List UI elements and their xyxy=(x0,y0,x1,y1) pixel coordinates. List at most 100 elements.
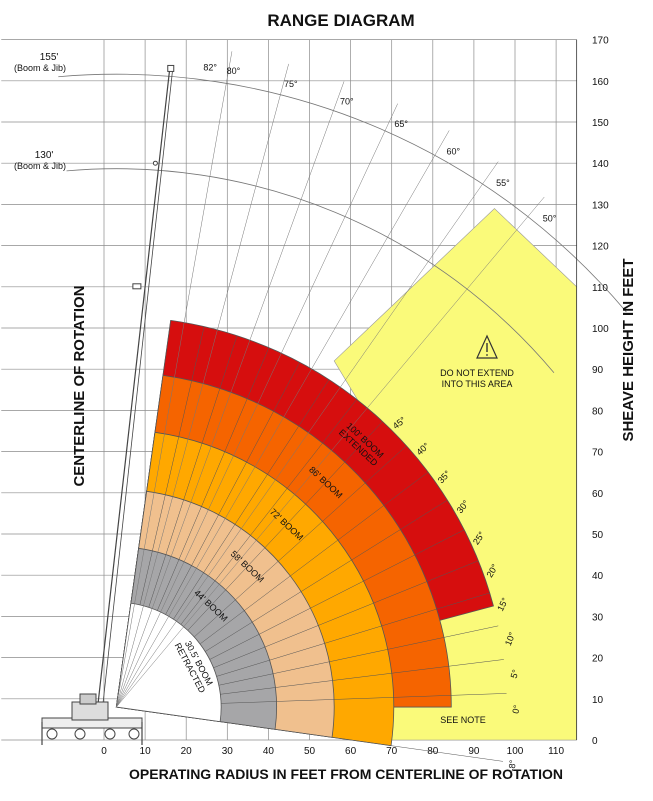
angle-ray xyxy=(205,499,448,652)
x-tick-label: 40 xyxy=(263,746,275,757)
jib-arc-155 xyxy=(58,73,627,313)
jib-label-130: 130' (Boom & Jib) xyxy=(14,150,66,171)
cab xyxy=(79,693,97,705)
y-axis-title: SHEAVE HEIGHT IN FEET xyxy=(620,258,637,441)
wheel xyxy=(128,728,140,740)
outer-angle-ray xyxy=(116,161,499,708)
y-tick-label: 110 xyxy=(592,283,608,294)
angle-rays xyxy=(130,320,507,762)
x-tick-label: 60 xyxy=(345,746,357,757)
inner-angle-label: -8° xyxy=(507,759,518,772)
y-tick-label: 30 xyxy=(592,612,604,623)
wheel xyxy=(104,728,116,740)
outer-angle-label: 70° xyxy=(340,97,354,107)
outer-angle-label: 60° xyxy=(447,146,461,156)
angle-ray xyxy=(165,362,300,615)
jib-130-length: 130' xyxy=(35,150,54,161)
y-tick-label: 150 xyxy=(592,118,609,129)
x-tick-label: 80 xyxy=(427,746,439,757)
outer-angle-label: 50° xyxy=(543,214,557,224)
angle-ray xyxy=(220,659,504,695)
wheel xyxy=(74,728,86,740)
outer-angle-ray xyxy=(116,51,233,708)
y-tick-label: 90 xyxy=(592,365,604,376)
angle-ray xyxy=(194,445,407,638)
x-tick-label: 10 xyxy=(140,746,152,757)
axes: 0 10 20 30 40 50 60 70 80 90 100 110 0 10 20 30 40 50 60 70… xyxy=(101,36,609,757)
crane-carrier-icon xyxy=(41,693,143,745)
x-axis-title: OPERATING RADIUS IN FEET FROM CENTERLINE… xyxy=(129,766,563,782)
x-tick-label: 30 xyxy=(222,746,234,757)
warning-triangle-icon xyxy=(476,334,498,359)
y-tick-label: 60 xyxy=(592,489,604,500)
x-tick-label: 90 xyxy=(468,746,480,757)
warning-notice: DO NOT EXTEND INTO THIS AREA xyxy=(440,334,514,389)
inner-angle-label: 5° xyxy=(509,668,521,680)
angle-ray xyxy=(209,529,465,660)
y-tick-label: 120 xyxy=(592,242,609,253)
outer-angle-label: 55° xyxy=(496,178,510,188)
angle-ray xyxy=(199,471,429,645)
jib-arcs xyxy=(58,51,627,708)
outer-angle-ray xyxy=(116,103,398,708)
boom-head xyxy=(132,283,142,290)
jib-155-note: (Boom & Jib) xyxy=(14,63,66,73)
y-tick-label: 130 xyxy=(592,200,609,211)
x-tick-label: 50 xyxy=(304,746,316,757)
jib-label-155: 155' (Boom & Jib) xyxy=(14,52,66,73)
jib-130-note: (Boom & Jib) xyxy=(14,161,66,171)
outer-angle-ray xyxy=(116,196,545,708)
outer-angle-label: 75° xyxy=(284,79,298,89)
angle-ray xyxy=(220,721,504,762)
angle-ray xyxy=(221,693,507,704)
outer-angle-ray xyxy=(116,81,345,708)
warning-line-2: INTO THIS AREA xyxy=(442,379,513,389)
warning-line-1: DO NOT EXTEND xyxy=(440,368,514,378)
angle-ray xyxy=(157,347,270,611)
boom-line-inner xyxy=(100,68,174,724)
jib-joint xyxy=(152,160,158,166)
boom-line xyxy=(95,68,171,724)
angle-ray xyxy=(148,335,238,608)
y-tick-label: 160 xyxy=(592,77,609,88)
angle-ray xyxy=(173,379,330,620)
x-tick-label: 0 xyxy=(101,746,107,757)
angle-ray xyxy=(216,592,490,677)
inner-angle-label: 10° xyxy=(503,630,518,647)
angle-ray xyxy=(213,560,479,669)
y-tick-label: 10 xyxy=(592,695,604,706)
y-tick-label: 40 xyxy=(592,571,604,582)
outer-angle-label: 80° xyxy=(227,66,241,76)
jib-tip xyxy=(167,64,175,72)
inner-angle-label: 0° xyxy=(510,704,522,715)
jib-arc-130 xyxy=(66,168,555,374)
outer-angle-ray xyxy=(116,130,450,708)
y-tick-label: 140 xyxy=(592,159,609,170)
y-tick-label: 100 xyxy=(592,324,609,335)
x-tick-label: 70 xyxy=(386,746,398,757)
angle-ray xyxy=(187,421,383,631)
y-tick-label: 70 xyxy=(592,448,604,459)
angle-ray xyxy=(139,326,205,605)
wheel xyxy=(46,728,58,740)
y-tick-label: 20 xyxy=(592,654,604,665)
y-tick-label: 0 xyxy=(592,736,598,747)
x-tick-label: 20 xyxy=(181,746,193,757)
outer-angle-ray xyxy=(116,63,289,708)
turntable xyxy=(71,701,109,721)
y-tick-label: 170 xyxy=(592,36,609,47)
outer-angle-label: 65° xyxy=(394,119,408,129)
crane-boom xyxy=(95,64,175,724)
x-tick-label: 110 xyxy=(548,746,564,757)
angle-ray xyxy=(180,399,357,625)
y-tick-label: 80 xyxy=(592,406,604,417)
x-tick-label: 100 xyxy=(507,746,524,757)
outer-angle-label: 82° xyxy=(203,63,217,73)
diagram-title: RANGE DIAGRAM xyxy=(267,11,414,30)
centerline-title: CENTERLINE OF ROTATION xyxy=(71,285,88,486)
jib-155-length: 155' xyxy=(40,52,59,63)
angle-ray xyxy=(218,625,499,686)
see-note: SEE NOTE xyxy=(440,715,486,725)
y-tick-label: 50 xyxy=(592,530,604,541)
